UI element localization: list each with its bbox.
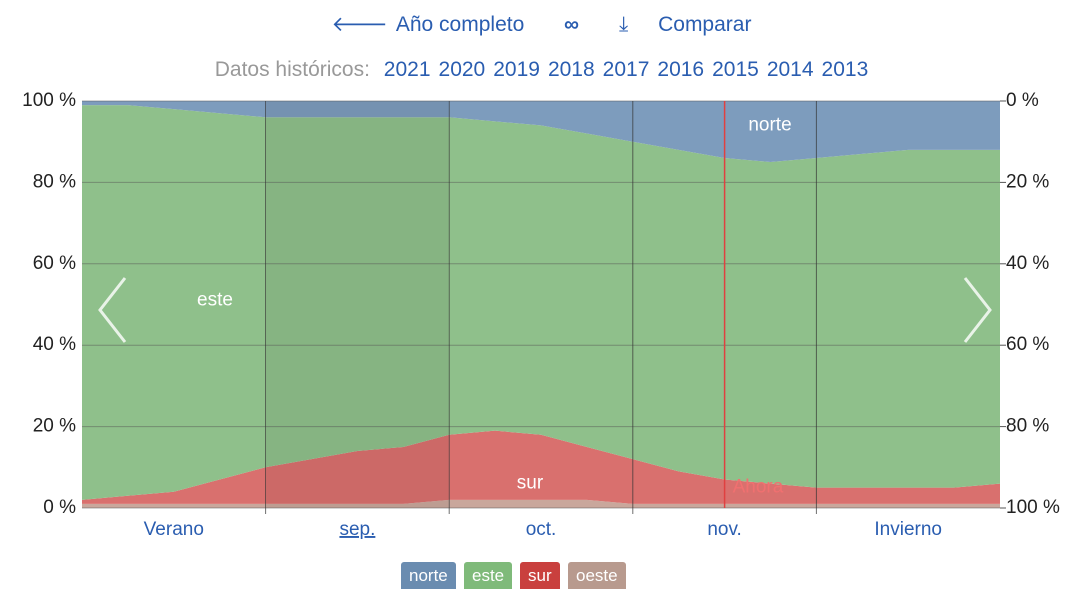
y2-tick-label: 100 % <box>1006 497 1060 518</box>
y-tick-label: 20 % <box>33 416 76 437</box>
year-link[interactable]: 2016 <box>657 58 705 81</box>
legend-item[interactable]: oeste <box>568 562 626 589</box>
link-icon[interactable]: ∞ <box>564 13 580 36</box>
x-tick-label: nov. <box>707 519 742 540</box>
area-sur <box>82 430 1000 504</box>
year-link[interactable]: 2017 <box>602 58 650 81</box>
now-label: Ahora <box>733 477 784 498</box>
compare-link[interactable]: Comparar <box>658 13 752 36</box>
year-link[interactable]: 2013 <box>821 58 869 81</box>
x-tick-label: Verano <box>144 519 204 540</box>
history: Datos históricos: 2021 2020 2019 2018 2017 20… <box>0 58 1083 82</box>
y2-tick-label: 60 % <box>1006 334 1049 355</box>
next-arrow <box>963 277 992 343</box>
history-label: Datos históricos: <box>214 58 370 81</box>
x-tick-label: oct. <box>526 519 557 540</box>
y-tick-label: 0 % <box>43 497 76 518</box>
back-link[interactable]: Año completo <box>395 13 525 36</box>
x-tick-label: sep. <box>339 519 375 540</box>
year-link[interactable]: 2019 <box>493 58 540 81</box>
y2-tick-label: 0 % <box>1006 90 1039 111</box>
prev-arrow <box>98 277 127 343</box>
y2-tick-label: 20 % <box>1006 171 1049 192</box>
year-link[interactable]: 2021 <box>383 58 431 81</box>
y-tick-label: 100 % <box>22 90 76 111</box>
series-label: este <box>197 289 233 310</box>
year-link[interactable]: 2020 <box>438 58 486 81</box>
legend-item[interactable]: este <box>464 562 513 589</box>
y-tick-label: 60 % <box>33 253 76 274</box>
legend-item[interactable]: sur <box>520 562 560 589</box>
area-este <box>82 105 1000 500</box>
legend-item[interactable]: norte <box>401 562 456 589</box>
download-icon[interactable]: ⤓ <box>618 13 629 36</box>
year-link[interactable]: 2018 <box>547 58 595 81</box>
y-tick-label: 40 % <box>33 334 76 355</box>
year-link[interactable]: 2015 <box>712 58 759 81</box>
x-tick-label: Invierno <box>874 519 942 540</box>
year-link[interactable]: 2014 <box>766 58 814 81</box>
y2-tick-label: 80 % <box>1006 416 1049 437</box>
y2-tick-label: 40 % <box>1006 253 1049 274</box>
selected-month <box>266 101 449 508</box>
area-norte <box>82 101 1000 163</box>
header: 🡐 Año completo ∞ ⤓ Comparar <box>0 12 1083 37</box>
y-tick-label: 80 % <box>33 171 76 192</box>
back-arrow[interactable]: 🡐 <box>331 13 388 36</box>
series-label: norte <box>748 114 791 135</box>
series-label: sur <box>517 473 544 494</box>
area-oeste <box>82 499 1000 508</box>
